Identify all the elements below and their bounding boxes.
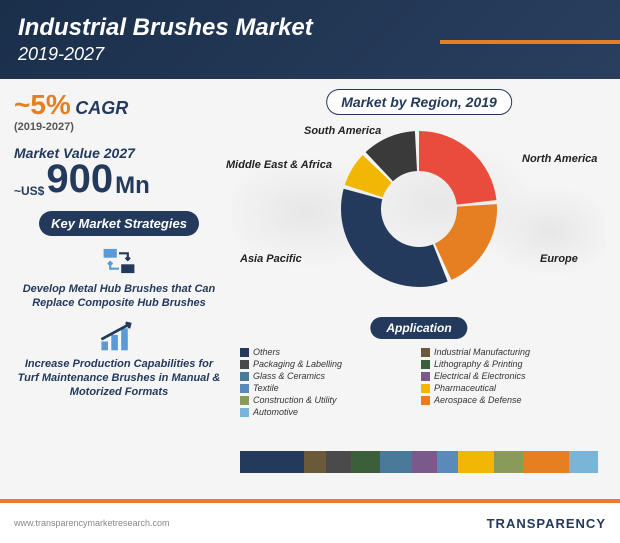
legend-label: Others [253, 347, 280, 357]
donut-segment [419, 131, 496, 205]
legend-swatch [240, 384, 249, 393]
subtitle: 2019-2027 [18, 44, 602, 65]
market-value-block: Market Value 2027 ~US$ 900 Mn [14, 145, 224, 197]
main-content: ~5% CAGR (2019-2027) Market Value 2027 ~… [0, 79, 620, 489]
donut-segment [341, 189, 448, 287]
growth-icon [97, 319, 141, 353]
legend-item: Others [240, 347, 417, 357]
legend-label: Automotive [253, 407, 298, 417]
mv-value: 900 [46, 161, 113, 197]
region-chart-title: Market by Region, 2019 [326, 89, 512, 115]
legend-item: Construction & Utility [240, 395, 417, 405]
cagr-value: ~5% [14, 89, 71, 120]
footer-url: www.transparencymarketresearch.com [14, 518, 170, 528]
bar-segment [326, 451, 351, 473]
header: Industrial Brushes Market 2019-2027 [0, 0, 620, 79]
bar-segment [569, 451, 598, 473]
cagr-period: (2019-2027) [14, 121, 224, 133]
application-title: Application [370, 317, 467, 339]
legend-item: Lithography & Printing [421, 359, 598, 369]
mv-prefix: ~US$ [14, 186, 44, 197]
legend-swatch [421, 360, 430, 369]
legend-swatch [240, 408, 249, 417]
left-column: ~5% CAGR (2019-2027) Market Value 2027 ~… [14, 89, 224, 479]
application-legend: Others Industrial Manufacturing Packaging … [240, 347, 598, 417]
bar-segment [380, 451, 412, 473]
legend-swatch [240, 360, 249, 369]
legend-label: Construction & Utility [253, 395, 337, 405]
bar-segment [458, 451, 494, 473]
region-label: North America [522, 153, 597, 165]
legend-label: Packaging & Labelling [253, 359, 342, 369]
legend-label: Lithography & Printing [434, 359, 523, 369]
legend-swatch [240, 396, 249, 405]
legend-swatch [421, 348, 430, 357]
strategy-1: Develop Metal Hub Brushes that Can Repla… [14, 282, 224, 311]
accent-bar [440, 40, 620, 44]
bar-segment [494, 451, 523, 473]
donut-segment [435, 204, 497, 280]
legend-label: Electrical & Electronics [434, 371, 526, 381]
legend-item: Glass & Ceramics [240, 371, 417, 381]
legend-item: Pharmaceutical [421, 383, 598, 393]
region-label: Europe [540, 253, 578, 265]
footer: www.transparencymarketresearch.com TRANS… [0, 499, 620, 543]
legend-item: Automotive [240, 407, 417, 417]
legend-label: Glass & Ceramics [253, 371, 325, 381]
bar-segment [437, 451, 458, 473]
bar-segment [304, 451, 325, 473]
legend-swatch [240, 372, 249, 381]
title: Industrial Brushes Market [18, 14, 602, 42]
strategy-2: Increase Production Capabilities for Tur… [14, 357, 224, 400]
swap-icon [97, 244, 141, 278]
bar-segment [240, 451, 304, 473]
legend-label: Textile [253, 383, 279, 393]
strategies-title: Key Market Strategies [39, 211, 199, 236]
legend-item: Aerospace & Defense [421, 395, 598, 405]
mv-suffix: Mn [115, 175, 150, 197]
legend-swatch [240, 348, 249, 357]
legend-swatch [421, 384, 430, 393]
legend-label: Pharmaceutical [434, 383, 496, 393]
legend-label: Industrial Manufacturing [434, 347, 530, 357]
right-column: Market by Region, 2019 North America Euro… [232, 89, 606, 479]
donut-chart [329, 119, 509, 299]
bar-segment [523, 451, 570, 473]
legend-swatch [421, 372, 430, 381]
legend-item: Electrical & Electronics [421, 371, 598, 381]
cagr-block: ~5% CAGR (2019-2027) [14, 89, 224, 133]
cagr-label: CAGR [75, 98, 128, 118]
legend-item: Packaging & Labelling [240, 359, 417, 369]
footer-brand: TRANSPARENCY [487, 516, 606, 531]
strategies-block: Key Market Strategies Develop Metal Hub … [14, 205, 224, 407]
legend-item: Textile [240, 383, 417, 393]
bar-segment [351, 451, 380, 473]
legend-swatch [421, 396, 430, 405]
legend-item: Industrial Manufacturing [421, 347, 598, 357]
application-bar [240, 451, 598, 473]
legend-label: Aerospace & Defense [434, 395, 522, 405]
bar-segment [412, 451, 437, 473]
region-label: Middle East & Africa [226, 159, 332, 171]
region-label: Asia Pacific [240, 253, 302, 265]
region-label: South America [304, 125, 381, 137]
